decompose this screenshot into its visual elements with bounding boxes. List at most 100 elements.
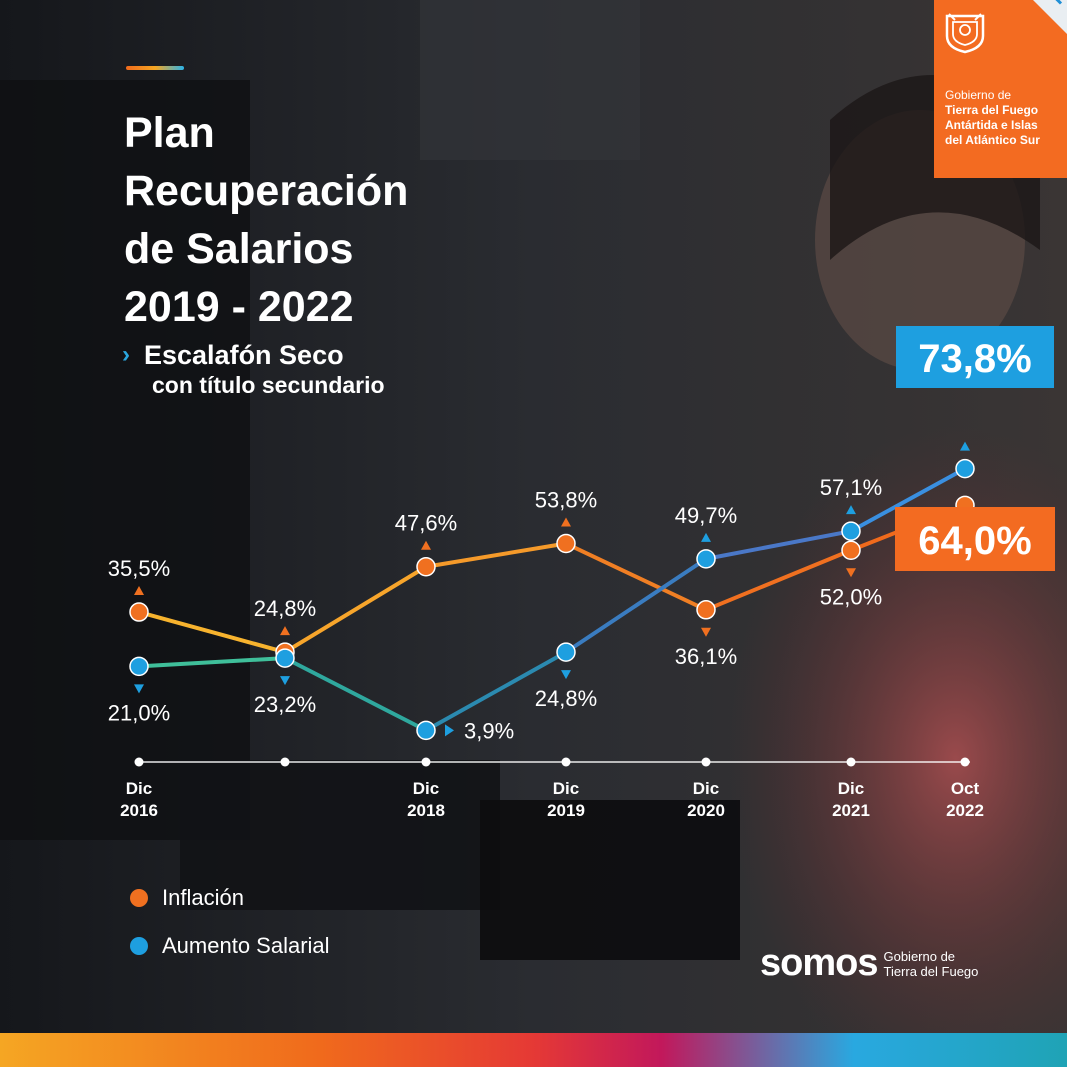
inflation-value-label: 52,0% bbox=[820, 584, 882, 609]
government-badge bbox=[934, 0, 1067, 178]
legend-dot bbox=[130, 889, 148, 907]
x-axis-tick bbox=[280, 757, 290, 767]
salary-point bbox=[129, 656, 149, 677]
inflation-up-arrow bbox=[421, 540, 431, 550]
inflation-line-segment bbox=[137, 610, 287, 655]
salary-up-arrow bbox=[846, 505, 856, 515]
salary-point bbox=[275, 648, 295, 668]
brand-logo: somos Gobierno de Tierra del Fuego bbox=[760, 942, 978, 985]
title-line: Recuperación bbox=[124, 167, 409, 215]
inflation-down-arrow bbox=[846, 568, 856, 578]
legend-item-inflation: Inflación bbox=[130, 874, 330, 922]
government-name: Gobierno de Tierra del Fuego Antártida e… bbox=[945, 88, 1040, 148]
inflation-value-label: 35,5% bbox=[108, 556, 170, 581]
salary-value-label: 57,1% bbox=[820, 475, 882, 500]
x-axis-tick bbox=[134, 757, 144, 767]
title-line: de Salarios bbox=[124, 225, 354, 273]
x-axis-tick bbox=[701, 757, 711, 767]
inflation-up-arrow bbox=[280, 626, 290, 636]
inflation-point bbox=[841, 540, 861, 561]
x-tick-label: 2022 bbox=[946, 801, 984, 820]
page-title: Plan Recuperación de Salarios 2019 - 202… bbox=[124, 104, 408, 336]
salary-point bbox=[955, 458, 975, 479]
salary-value-label: 3,9% bbox=[464, 718, 514, 743]
x-axis-tick bbox=[421, 757, 431, 767]
salary-up-arrow bbox=[701, 532, 711, 542]
inflation-up-arrow bbox=[134, 586, 144, 596]
salary-point bbox=[416, 720, 436, 741]
inflation-line-segment bbox=[283, 564, 428, 655]
x-axis-tick bbox=[561, 757, 571, 767]
x-axis-tick bbox=[960, 757, 970, 767]
gov-line: Gobierno de bbox=[945, 88, 1012, 102]
x-tick-label: Dic bbox=[553, 779, 579, 798]
gov-line: Antártida e Islas bbox=[945, 118, 1038, 132]
salary-point bbox=[556, 642, 576, 662]
salary-highlight-box bbox=[896, 326, 1054, 388]
salary-line-segment bbox=[424, 650, 568, 733]
brand-wordmark: somos bbox=[760, 942, 878, 984]
x-tick-label: Dic bbox=[413, 779, 439, 798]
x-tick-label: 2020 bbox=[687, 801, 725, 820]
title-line: Plan bbox=[124, 109, 215, 157]
chevron-right-icon: › bbox=[122, 341, 130, 368]
x-tick-label: 2021 bbox=[832, 801, 870, 820]
x-tick-label: 2019 bbox=[547, 801, 585, 820]
inflation-point bbox=[129, 602, 149, 622]
inflation-value-label: 36,1% bbox=[675, 644, 737, 669]
salary-value-label: 23,2% bbox=[254, 692, 316, 717]
salary-highlight-value: 73,8% bbox=[918, 337, 1031, 381]
salary-line-segment bbox=[564, 556, 708, 655]
x-tick-label: Dic bbox=[126, 779, 152, 798]
title-accent-bar bbox=[126, 66, 184, 70]
inflation-value-label: 24,8% bbox=[254, 596, 316, 621]
inflation-down-arrow bbox=[701, 627, 711, 637]
salary-down-arrow bbox=[561, 670, 571, 680]
salary-line-segment bbox=[849, 466, 967, 534]
legend-dot bbox=[130, 937, 148, 955]
inflation-value-label: 47,6% bbox=[395, 511, 457, 536]
gov-line: Tierra del Fuego bbox=[945, 103, 1039, 117]
salary-point bbox=[841, 521, 861, 541]
salary-line-segment bbox=[137, 656, 287, 669]
salary-line-segment bbox=[283, 656, 428, 733]
inflation-point bbox=[416, 556, 436, 577]
title-line: 2019 - 2022 bbox=[124, 283, 354, 331]
legend: Inflación Aumento Salarial bbox=[130, 874, 330, 970]
salary-down-arrow bbox=[280, 676, 290, 686]
inflation-point bbox=[556, 533, 576, 554]
salary-up-arrow bbox=[960, 441, 970, 451]
inflation-line-segment bbox=[564, 541, 708, 612]
subtitle-line1: Escalafón Seco bbox=[144, 340, 344, 370]
inflation-line-segment bbox=[424, 541, 568, 569]
x-tick-label: 2018 bbox=[407, 801, 445, 820]
gov-line: del Atlántico Sur bbox=[945, 133, 1040, 147]
legend-label: Inflación bbox=[162, 885, 244, 910]
legend-item-salary: Aumento Salarial bbox=[130, 922, 330, 970]
inflation-line-segment bbox=[704, 548, 853, 612]
page-corner-fold bbox=[1033, 0, 1067, 34]
inflation-value-label: 53,8% bbox=[535, 488, 597, 513]
subtitle-line2: con título secundario bbox=[152, 372, 385, 398]
inflation-highlight-box bbox=[895, 507, 1055, 571]
brand-gov-text: Gobierno de Tierra del Fuego bbox=[883, 949, 978, 979]
salary-value-label: 49,7% bbox=[675, 503, 737, 528]
x-tick-label: Dic bbox=[693, 779, 719, 798]
x-tick-label: 2016 bbox=[120, 801, 158, 820]
inflation-highlight-value: 64,0% bbox=[918, 519, 1031, 563]
government-seal-icon bbox=[945, 13, 985, 54]
subtitle: › Escalafón Seco con título secundario bbox=[122, 340, 385, 400]
bottom-gradient-bar bbox=[0, 1033, 1067, 1067]
salary-down-arrow bbox=[134, 684, 144, 694]
salary-value-label: 21,0% bbox=[108, 700, 170, 725]
inflation-point bbox=[696, 600, 716, 620]
x-tick-label: Dic bbox=[838, 779, 864, 798]
brand-gov-line: Gobierno de bbox=[883, 948, 956, 964]
salary-value-label: 24,8% bbox=[535, 686, 597, 711]
salary-point bbox=[696, 549, 716, 569]
salary-right-arrow bbox=[445, 724, 454, 737]
salary-line-segment bbox=[704, 529, 853, 561]
x-axis-tick bbox=[846, 757, 856, 767]
